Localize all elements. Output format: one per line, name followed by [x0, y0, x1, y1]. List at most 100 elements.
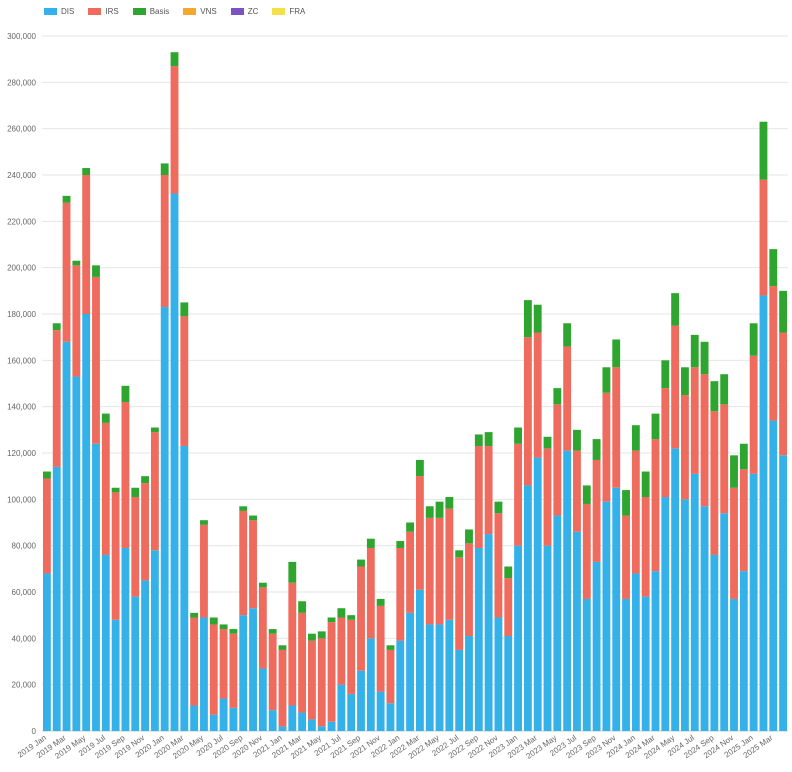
- bar-basis[interactable]: [121, 385, 130, 403]
- bar-irs[interactable]: [700, 374, 709, 507]
- bar-dis[interactable]: [288, 705, 297, 731]
- bar-dis[interactable]: [406, 612, 415, 731]
- bar-irs[interactable]: [288, 582, 297, 706]
- bar-irs[interactable]: [170, 66, 179, 194]
- bar-basis[interactable]: [200, 520, 208, 525]
- bar-dis[interactable]: [357, 670, 365, 731]
- bar-irs[interactable]: [219, 629, 228, 699]
- bar-basis[interactable]: [288, 561, 297, 583]
- bar-basis[interactable]: [651, 413, 660, 440]
- bar-dis[interactable]: [366, 638, 375, 731]
- bar-irs[interactable]: [239, 510, 248, 616]
- bar-irs[interactable]: [52, 330, 61, 467]
- bar-irs[interactable]: [504, 578, 513, 637]
- bar-basis[interactable]: [357, 559, 365, 567]
- bar-dis[interactable]: [651, 571, 660, 731]
- bar-irs[interactable]: [602, 392, 611, 502]
- bar-irs[interactable]: [298, 612, 307, 713]
- bar-dis[interactable]: [415, 589, 424, 731]
- bar-irs[interactable]: [651, 439, 660, 572]
- bar-dis[interactable]: [690, 473, 699, 731]
- bar-dis[interactable]: [455, 649, 464, 731]
- bar-basis[interactable]: [739, 443, 748, 470]
- bar-irs[interactable]: [111, 492, 120, 620]
- bar-irs[interactable]: [121, 402, 130, 548]
- bar-dis[interactable]: [622, 598, 630, 731]
- bar-dis[interactable]: [523, 485, 532, 731]
- bar-irs[interactable]: [592, 459, 601, 562]
- bar-basis[interactable]: [366, 538, 375, 548]
- bar-basis[interactable]: [533, 304, 542, 333]
- bar-basis[interactable]: [337, 608, 346, 618]
- bar-basis[interactable]: [563, 323, 572, 347]
- bar-irs[interactable]: [425, 517, 434, 625]
- bar-dis[interactable]: [700, 506, 709, 731]
- bar-basis[interactable]: [700, 341, 709, 375]
- bar-dis[interactable]: [779, 455, 788, 731]
- bar-dis[interactable]: [602, 501, 611, 731]
- bar-irs[interactable]: [308, 640, 316, 720]
- bar-irs[interactable]: [278, 649, 287, 727]
- bar-dis[interactable]: [308, 719, 316, 731]
- bar-irs[interactable]: [82, 175, 91, 314]
- bar-irs[interactable]: [268, 633, 277, 711]
- legend-item-basis[interactable]: Basis: [132, 7, 169, 16]
- bar-dis[interactable]: [573, 531, 581, 731]
- bar-dis[interactable]: [425, 624, 434, 731]
- bar-dis[interactable]: [474, 547, 483, 731]
- bar-dis[interactable]: [72, 376, 81, 731]
- bar-irs[interactable]: [455, 557, 464, 650]
- bar-irs[interactable]: [445, 508, 454, 620]
- bar-irs[interactable]: [641, 497, 650, 597]
- bar-basis[interactable]: [219, 624, 228, 630]
- bar-dis[interactable]: [42, 573, 51, 731]
- bar-irs[interactable]: [101, 422, 110, 555]
- bar-dis[interactable]: [298, 712, 307, 731]
- bar-dis[interactable]: [200, 617, 208, 731]
- bar-basis[interactable]: [720, 374, 729, 405]
- bar-irs[interactable]: [209, 624, 218, 715]
- bar-irs[interactable]: [141, 483, 149, 581]
- bar-basis[interactable]: [150, 427, 159, 433]
- bar-basis[interactable]: [769, 249, 778, 287]
- bar-basis[interactable]: [582, 485, 591, 504]
- bar-dis[interactable]: [376, 691, 385, 731]
- bar-irs[interactable]: [474, 446, 483, 548]
- bar-basis[interactable]: [52, 323, 61, 331]
- bar-dis[interactable]: [180, 446, 189, 731]
- bar-basis[interactable]: [671, 293, 680, 326]
- bar-dis[interactable]: [553, 515, 562, 731]
- bar-basis[interactable]: [396, 541, 405, 548]
- legend-item-zc[interactable]: ZC: [230, 7, 258, 16]
- bar-basis[interactable]: [239, 506, 248, 511]
- bar-basis[interactable]: [435, 501, 444, 518]
- bar-dis[interactable]: [121, 547, 130, 731]
- bar-irs[interactable]: [690, 367, 699, 474]
- bar-basis[interactable]: [553, 388, 562, 405]
- bar-irs[interactable]: [759, 179, 768, 296]
- bar-dis[interactable]: [268, 710, 277, 731]
- bar-basis[interactable]: [484, 432, 493, 447]
- bar-dis[interactable]: [209, 714, 218, 731]
- bar-basis[interactable]: [612, 339, 621, 368]
- bar-dis[interactable]: [710, 554, 719, 731]
- bar-basis[interactable]: [455, 550, 464, 558]
- bar-dis[interactable]: [229, 707, 238, 731]
- bar-basis[interactable]: [779, 290, 788, 333]
- bar-irs[interactable]: [357, 566, 365, 671]
- bar-basis[interactable]: [474, 434, 483, 447]
- bar-basis[interactable]: [42, 471, 51, 479]
- bar-basis[interactable]: [92, 265, 100, 277]
- bar-irs[interactable]: [376, 605, 385, 692]
- bar-basis[interactable]: [573, 429, 581, 451]
- bar-basis[interactable]: [160, 163, 169, 175]
- bar-dis[interactable]: [141, 580, 149, 731]
- bar-irs[interactable]: [661, 388, 670, 498]
- bar-dis[interactable]: [62, 341, 71, 731]
- bar-basis[interactable]: [523, 300, 532, 338]
- bar-irs[interactable]: [631, 450, 640, 574]
- bar-dis[interactable]: [327, 721, 336, 731]
- bar-dis[interactable]: [52, 466, 61, 731]
- bar-dis[interactable]: [720, 513, 729, 731]
- bar-basis[interactable]: [180, 302, 189, 317]
